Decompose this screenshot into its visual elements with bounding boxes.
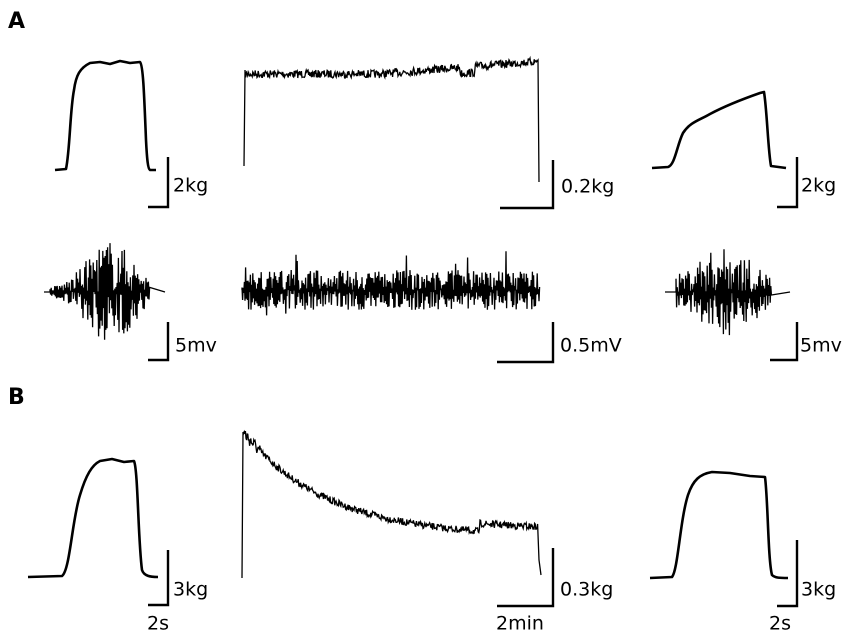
force-trace <box>651 90 787 170</box>
time-label: 2s <box>147 613 169 635</box>
scale-bar <box>777 157 799 209</box>
force-trace <box>649 470 789 580</box>
emg-trace <box>44 243 791 340</box>
scale-bar <box>770 322 799 362</box>
scale-label: 0.2kg <box>561 176 614 198</box>
force-trace <box>241 429 542 579</box>
trace-segment <box>665 249 791 336</box>
trace-segment <box>241 251 541 316</box>
time-label: 2min <box>496 613 544 635</box>
scale-label: 5mv <box>800 335 842 357</box>
force-trace <box>243 55 540 183</box>
trace-segment <box>44 243 166 340</box>
trace-segment <box>241 429 542 579</box>
panel-label: B <box>8 385 25 410</box>
panel-label: A <box>8 9 25 34</box>
trace-segment <box>243 55 540 183</box>
scale-bar <box>148 322 170 362</box>
scale-label: 2kg <box>173 175 208 197</box>
scale-label: 3kg <box>173 579 208 601</box>
scale-label: 2kg <box>801 175 836 197</box>
scale-label: 0.5mV <box>560 335 622 357</box>
scale-label: 3kg <box>801 579 836 601</box>
scale-bar <box>497 548 555 608</box>
force-trace <box>27 457 159 579</box>
scale-bar <box>777 540 799 608</box>
scale-bar <box>500 160 555 210</box>
scale-bar <box>497 322 555 364</box>
time-label: 2s <box>769 613 791 635</box>
scale-label: 5mv <box>175 335 217 357</box>
scale-bar <box>148 550 170 607</box>
force-trace <box>54 59 156 172</box>
scale-label: 0.3kg <box>560 579 613 601</box>
scale-bar <box>148 157 170 209</box>
